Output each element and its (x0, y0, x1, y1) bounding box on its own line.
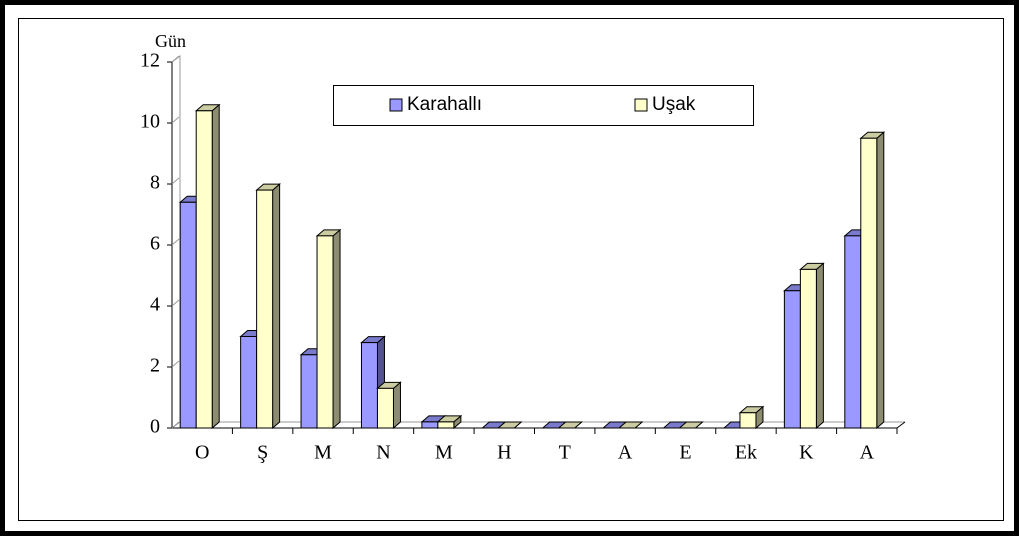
bar-top (557, 421, 584, 429)
x-tick-label: T (559, 442, 571, 464)
bar-front (256, 189, 274, 429)
bar (255, 183, 281, 430)
bar-front (316, 235, 334, 429)
x-axis-end (896, 421, 906, 429)
legend-swatch (389, 98, 403, 112)
x-tick-label: E (679, 442, 691, 464)
bar (678, 421, 704, 429)
bar-side (272, 183, 281, 430)
y-tick-depth (171, 421, 180, 429)
legend-swatch (634, 98, 648, 112)
bar-front (421, 421, 439, 429)
y-tick-depth (171, 299, 180, 307)
legend-label: Uşak (652, 94, 696, 115)
chart-area (18, 18, 1004, 521)
y-axis-label: Gün (155, 31, 186, 51)
bar-front (195, 110, 213, 429)
x-tick-label: M (435, 442, 453, 464)
x-tick-label: Ş (257, 442, 268, 464)
x-tick-label: K (799, 442, 814, 464)
bar-side (876, 131, 885, 430)
bar (194, 103, 221, 430)
y-tick-depth (171, 116, 180, 124)
bar-front (799, 268, 817, 429)
bar-side (332, 228, 341, 430)
bar-front (376, 387, 394, 429)
y-tick-depth (171, 360, 180, 368)
bar-front (300, 354, 318, 429)
bar (436, 414, 463, 430)
y-tick-label: 8 (150, 172, 160, 194)
x-tick-label: O (195, 442, 209, 464)
x-tick-label: N (376, 442, 390, 464)
x-tick-label: A (860, 442, 875, 464)
bar-side (392, 381, 401, 430)
bar (617, 421, 644, 429)
bar-front (437, 421, 455, 429)
bar-front (844, 235, 862, 429)
bar (738, 405, 765, 430)
bar (799, 262, 825, 430)
bar-front (179, 201, 197, 429)
bar (859, 131, 886, 430)
y-tick-label: 10 (140, 111, 160, 133)
bar-top (617, 421, 644, 429)
y-tick-depth (171, 55, 180, 63)
y-tick-label: 12 (140, 50, 160, 72)
bar (557, 421, 584, 429)
bar (376, 381, 402, 430)
bar (315, 228, 342, 430)
bar-front (860, 137, 878, 429)
bar-front (783, 290, 801, 429)
bar-front (739, 412, 757, 429)
x-tick-label: M (314, 442, 332, 464)
bar-top (678, 421, 704, 429)
bar-front (240, 336, 258, 429)
y-tick-label: 4 (150, 294, 160, 316)
bar-front (360, 342, 378, 429)
y-tick-label: 6 (150, 233, 160, 255)
x-tick-label: Ek (735, 442, 757, 464)
y-tick-depth (171, 177, 180, 185)
x-tick-label: A (618, 442, 633, 464)
x-tick-label: H (497, 442, 511, 464)
bar-side (815, 262, 824, 430)
y-tick-label: 0 (150, 416, 160, 438)
legend (333, 85, 754, 126)
legend-label: Karahallı (407, 94, 482, 115)
bar (496, 421, 523, 429)
y-tick-depth (171, 238, 180, 246)
bar-top (496, 421, 523, 429)
bar-side (211, 103, 220, 430)
y-tick-label: 2 (150, 355, 160, 377)
